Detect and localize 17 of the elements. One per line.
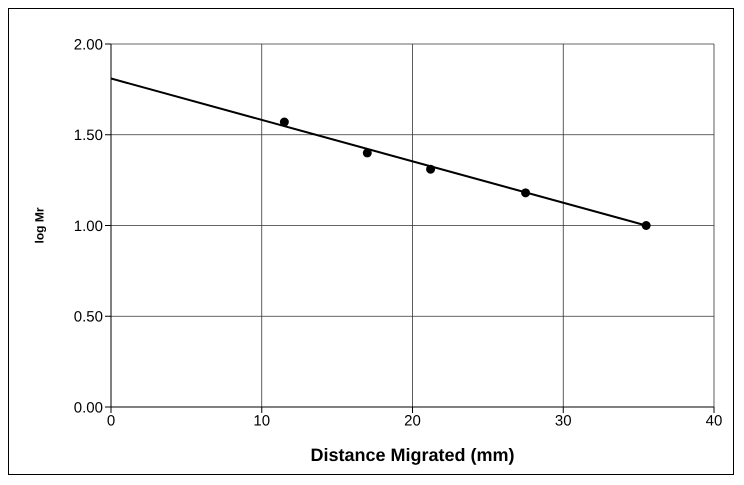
x-tick-label: 0	[106, 412, 116, 430]
x-tick-label: 10	[253, 412, 270, 430]
y-tick-label: 1.50	[74, 127, 103, 144]
x-axis-title: Distance Migrated (mm)	[310, 445, 515, 465]
y-tick-label: 1.00	[74, 218, 103, 235]
point	[426, 164, 436, 174]
point	[521, 188, 530, 198]
y-tick-label: 0.00	[74, 399, 103, 416]
x-tick-label: 30	[554, 412, 572, 430]
y-tick-label: 0.50	[74, 308, 103, 326]
y-axis-title: log Mr	[32, 207, 46, 244]
y-tick-label: 2.00	[74, 36, 103, 54]
x-tick-label: 20	[404, 412, 421, 430]
point	[642, 221, 651, 230]
point	[362, 148, 372, 158]
point	[280, 118, 289, 127]
x-tick-label: 40	[706, 412, 722, 430]
